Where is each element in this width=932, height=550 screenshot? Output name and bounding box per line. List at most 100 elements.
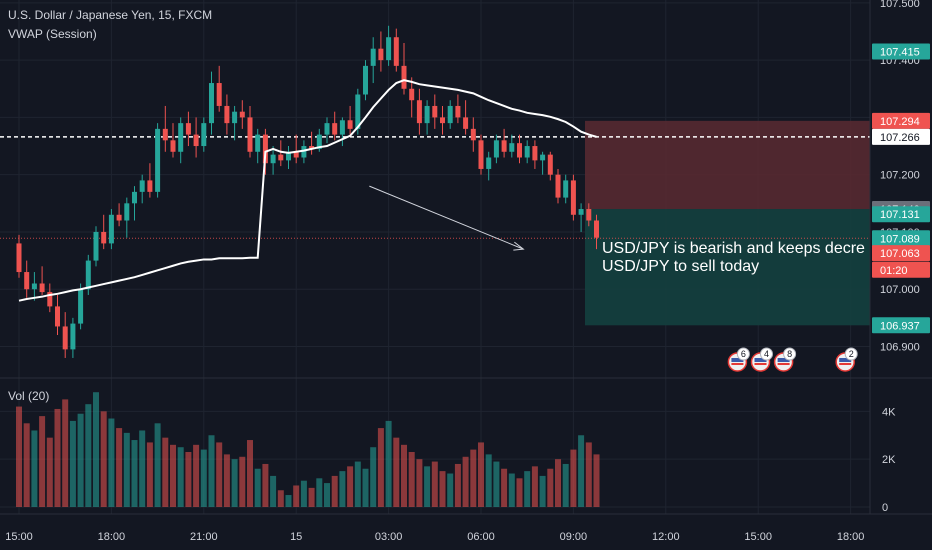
candle-body — [486, 157, 492, 169]
pane-separator[interactable] — [0, 0, 932, 515]
time-tick-label: 15:00 — [744, 531, 772, 543]
event-marker[interactable]: 2 — [835, 347, 858, 372]
candle-body — [478, 140, 484, 169]
candle-body — [85, 260, 91, 290]
candle — [594, 214, 599, 250]
event-markers[interactable]: 6 4 8 2 — [727, 347, 858, 372]
candle-body — [255, 134, 261, 152]
event-count: 4 — [764, 349, 769, 359]
volume-bar — [431, 461, 438, 507]
time-axis[interactable]: 15:00 18:00 21:00 15 03:00 06:00 09:00 12:00 15:… — [5, 531, 864, 543]
price-marker: 01:20 — [872, 261, 930, 278]
candle-body — [386, 37, 392, 61]
candle-body — [509, 143, 515, 152]
price-marker-bg — [872, 261, 930, 278]
price-marker-bg — [872, 128, 930, 145]
vwap-legend[interactable]: VWAP (Session) — [8, 27, 97, 41]
time-tick-label: 06:00 — [467, 531, 495, 543]
volume-bar — [231, 459, 238, 507]
price-marker-label: 107.266 — [880, 132, 920, 144]
candle-body — [178, 123, 184, 152]
time-tick-label: 15:00 — [5, 531, 33, 543]
candle — [70, 317, 76, 358]
volume-bar — [162, 437, 169, 507]
candle-body — [547, 154, 553, 175]
candle-body — [132, 191, 137, 204]
volume-bar — [593, 454, 600, 507]
candle — [16, 234, 22, 278]
event-marker[interactable]: 8 — [773, 347, 797, 372]
candle-body — [570, 180, 576, 215]
volume-bar — [462, 456, 469, 507]
event-marker[interactable]: 4 — [750, 347, 774, 372]
price-tick-label: 107.000 — [880, 284, 920, 296]
candle — [239, 100, 245, 129]
candle-body — [316, 134, 322, 149]
candle-body — [278, 154, 284, 161]
price-marker-label: 107.063 — [880, 248, 920, 260]
volume-tick-label: 2K — [882, 454, 896, 466]
volume-bar — [46, 437, 53, 507]
candle — [85, 254, 91, 295]
price-marker-bg — [872, 206, 930, 223]
candle-body — [232, 111, 238, 124]
volume-bar — [393, 437, 400, 507]
candle-body — [270, 154, 276, 164]
volume-bar — [223, 454, 230, 507]
volume-bar — [193, 444, 200, 507]
volume-bar — [54, 408, 61, 507]
volume-bar — [154, 423, 161, 507]
vwap-line — [18, 79, 597, 302]
volume-bar — [39, 416, 46, 507]
volume-bar — [16, 406, 22, 507]
candle-body — [586, 209, 592, 221]
candle-body — [224, 105, 230, 124]
candle-body — [463, 117, 469, 129]
candle — [378, 31, 384, 72]
candle-body — [409, 88, 415, 101]
candle-body — [55, 306, 60, 327]
volume-legend[interactable]: Vol (20) — [8, 389, 50, 403]
event-marker[interactable]: 6 — [727, 347, 750, 372]
volume-bar — [585, 442, 592, 507]
price-marker: 106.937 — [872, 317, 930, 334]
candle — [193, 117, 199, 158]
price-marker-bg — [872, 245, 930, 262]
candle-body — [116, 214, 122, 221]
flag-stripe — [839, 363, 852, 365]
candle — [309, 131, 315, 155]
candle-body — [563, 180, 569, 198]
volume-bar — [277, 490, 284, 507]
candle-body — [309, 146, 315, 149]
volume-bar — [316, 478, 323, 507]
volume-bar — [308, 487, 315, 507]
candle — [270, 146, 276, 175]
volume-bar — [478, 442, 484, 507]
volume-bar — [354, 461, 361, 507]
price-marker-label: 107.294 — [880, 116, 920, 128]
candle-body — [378, 48, 384, 61]
volume-bar — [547, 468, 554, 507]
price-tick-label: 106.900 — [880, 342, 920, 354]
volume-bar — [339, 471, 346, 507]
candle — [216, 65, 222, 112]
candle-body — [517, 143, 522, 158]
candle-body — [293, 151, 299, 158]
candle-body — [201, 123, 207, 147]
candle-body — [70, 323, 76, 350]
candle — [247, 105, 253, 158]
volume-bar — [408, 452, 415, 507]
price-marker-bg — [872, 43, 930, 60]
candle — [470, 117, 476, 152]
volume-bar — [424, 466, 431, 507]
candle-body — [493, 140, 499, 158]
price-axis[interactable]: 107.500107.400107.300107.200107.100107.0… — [872, 0, 930, 354]
volume-bar — [116, 428, 123, 507]
candle-body — [339, 120, 345, 135]
candle — [155, 123, 161, 198]
volume-bar — [377, 428, 384, 507]
candle-body — [108, 214, 114, 244]
volume-bar — [85, 404, 92, 507]
candle-body — [93, 231, 99, 261]
